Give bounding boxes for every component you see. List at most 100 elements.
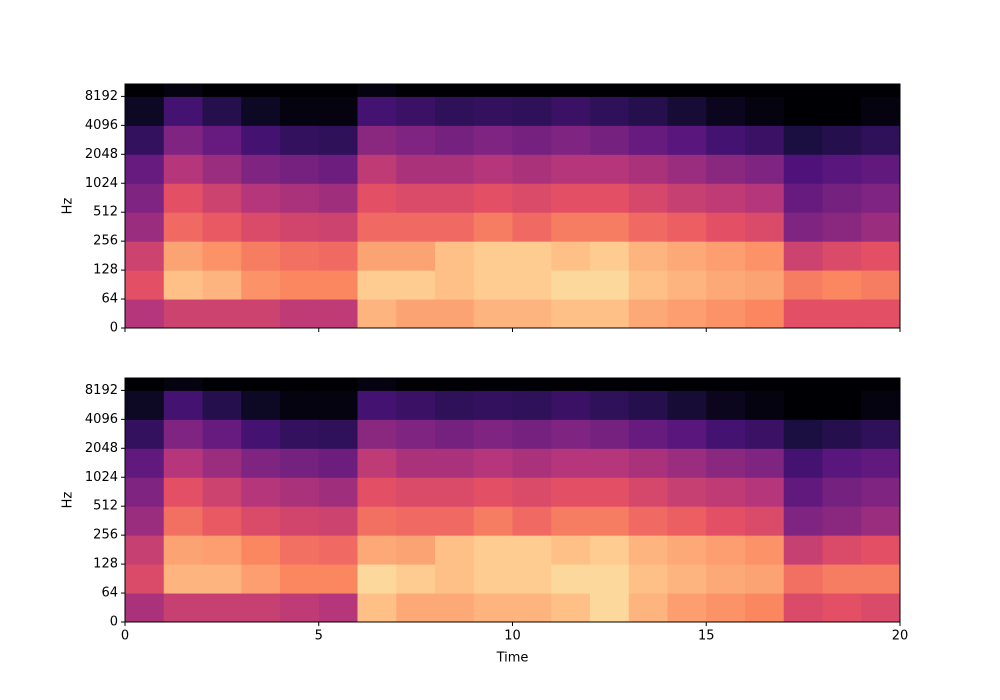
cell <box>822 593 862 623</box>
cell <box>783 390 823 420</box>
cell <box>706 506 746 536</box>
cell <box>590 506 630 536</box>
x-axis-label: Time <box>496 651 529 666</box>
cell <box>125 299 165 329</box>
cell <box>125 154 165 184</box>
cell <box>202 390 242 420</box>
cell <box>551 535 591 565</box>
cell <box>706 84 746 97</box>
cell <box>512 477 552 507</box>
y-axis-label: Hz <box>61 492 76 509</box>
cell <box>628 378 668 391</box>
cell <box>125 125 165 155</box>
cell <box>163 506 203 536</box>
cell <box>783 154 823 184</box>
cell <box>783 125 823 155</box>
cell <box>241 564 281 594</box>
cell <box>822 84 862 97</box>
cell <box>745 593 785 623</box>
cell <box>861 535 901 565</box>
cell <box>357 419 397 449</box>
cell <box>551 212 591 242</box>
cell <box>512 183 552 213</box>
cell <box>551 299 591 329</box>
cell <box>280 390 320 420</box>
cell <box>861 506 901 536</box>
cell <box>512 419 552 449</box>
cell <box>551 390 591 420</box>
cell <box>357 84 397 97</box>
cell <box>551 378 591 391</box>
cell <box>241 535 281 565</box>
cell <box>473 84 513 97</box>
cell <box>435 154 475 184</box>
cell <box>706 390 746 420</box>
y-tick-label: 1024 <box>85 470 118 485</box>
cell <box>745 419 785 449</box>
cell <box>163 299 203 329</box>
cell <box>202 96 242 126</box>
cell <box>783 564 823 594</box>
x-tick-label: 20 <box>892 629 909 644</box>
cell <box>396 378 436 391</box>
cell <box>473 390 513 420</box>
cell <box>125 378 165 391</box>
cell <box>512 564 552 594</box>
cell <box>512 270 552 300</box>
cell <box>163 535 203 565</box>
cell <box>706 448 746 478</box>
y-tick-label: 2048 <box>85 441 118 456</box>
cell <box>435 390 475 420</box>
cell <box>512 154 552 184</box>
cell <box>241 299 281 329</box>
cell <box>357 378 397 391</box>
cell <box>590 299 630 329</box>
cell <box>318 241 358 271</box>
cell <box>241 506 281 536</box>
cell <box>512 84 552 97</box>
cell <box>202 212 242 242</box>
cell <box>745 535 785 565</box>
cell <box>590 154 630 184</box>
cell <box>822 212 862 242</box>
cell <box>667 390 707 420</box>
cell <box>783 448 823 478</box>
cell <box>473 477 513 507</box>
cell <box>783 506 823 536</box>
cell <box>473 593 513 623</box>
cell <box>551 84 591 97</box>
cell <box>435 593 475 623</box>
cell <box>280 419 320 449</box>
cell <box>435 96 475 126</box>
cell <box>318 593 358 623</box>
cell <box>667 448 707 478</box>
cell <box>861 96 901 126</box>
cell <box>628 535 668 565</box>
cell <box>435 270 475 300</box>
cell <box>861 378 901 391</box>
cell <box>396 84 436 97</box>
cell <box>667 535 707 565</box>
cell <box>590 535 630 565</box>
cell <box>473 96 513 126</box>
cell <box>861 212 901 242</box>
cell <box>357 477 397 507</box>
cell <box>473 419 513 449</box>
cell <box>473 241 513 271</box>
cell <box>822 390 862 420</box>
cell <box>125 241 165 271</box>
cell <box>125 390 165 420</box>
cell <box>396 125 436 155</box>
cell <box>590 564 630 594</box>
cell <box>783 212 823 242</box>
cell <box>435 419 475 449</box>
cell <box>473 378 513 391</box>
cell <box>435 378 475 391</box>
cell <box>241 477 281 507</box>
cell <box>706 419 746 449</box>
cell <box>202 84 242 97</box>
cell <box>590 212 630 242</box>
cell <box>357 212 397 242</box>
cell <box>280 378 320 391</box>
cell <box>745 183 785 213</box>
